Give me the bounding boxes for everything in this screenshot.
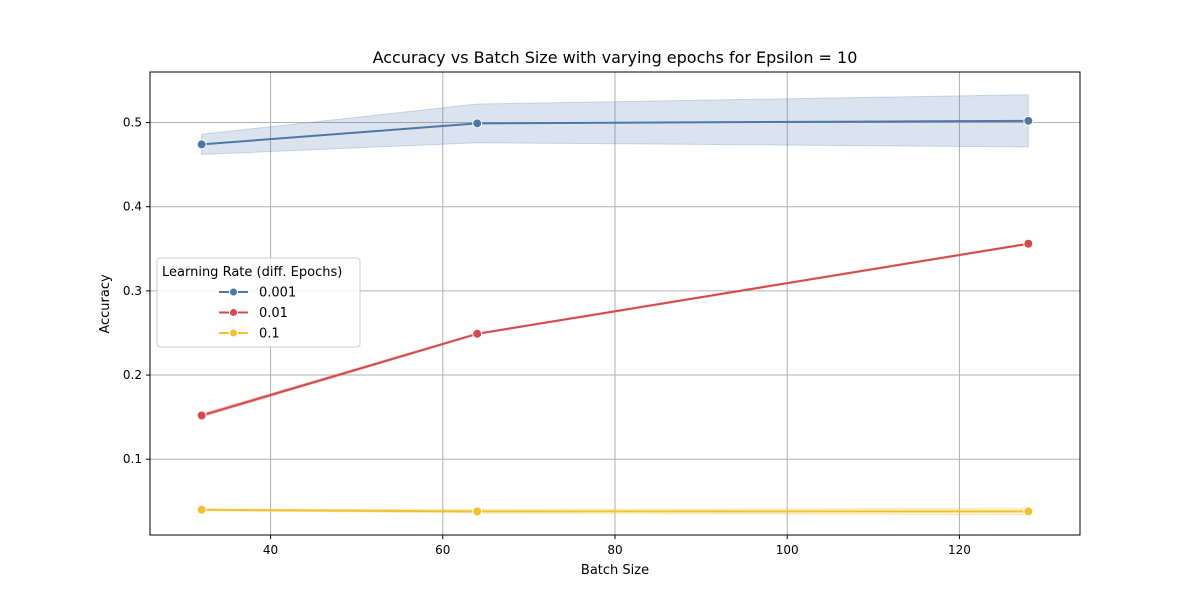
legend-marker-2 — [229, 328, 238, 338]
data-point — [472, 328, 483, 339]
legend-label-0: 0.001 — [259, 286, 296, 301]
data-point — [196, 504, 207, 515]
x-tick-label: 120 — [948, 543, 971, 557]
x-axis-ticks: 40 60 80 100 120 — [263, 535, 971, 557]
chart-title: Accuracy vs Batch Size with varying epoc… — [373, 48, 858, 67]
data-point — [472, 118, 483, 129]
y-tick-label: 0.3 — [123, 284, 142, 298]
data-point — [196, 410, 207, 421]
x-axis-label: Batch Size — [581, 563, 649, 578]
data-point — [1023, 506, 1034, 517]
x-tick-label: 80 — [607, 543, 622, 557]
x-tick-label: 40 — [263, 543, 278, 557]
legend-title: Learning Rate (diff. Epochs) — [162, 265, 342, 280]
y-axis-ticks: 0.1 0.2 0.3 0.4 0.5 — [123, 116, 150, 466]
y-tick-label: 0.4 — [123, 200, 142, 214]
x-tick-label: 100 — [776, 543, 799, 557]
legend-marker-0 — [229, 287, 238, 297]
data-point — [1023, 115, 1034, 126]
legend-box — [156, 257, 361, 348]
data-point — [472, 506, 483, 517]
legend-marker-1 — [229, 308, 238, 317]
band-series-0 — [201, 94, 1029, 156]
y-tick-label: 0.2 — [123, 368, 142, 382]
legend: Learning Rate (diff. Epochs) 0.001 0.01 0.1 — [156, 257, 361, 348]
series-lines — [196, 115, 1034, 517]
legend-label-2: 0.1 — [259, 327, 280, 342]
y-tick-label: 0.5 — [123, 116, 142, 130]
data-point — [196, 139, 207, 150]
y-tick-label: 0.1 — [123, 452, 142, 466]
data-point — [1023, 238, 1034, 249]
legend-label-1: 0.01 — [259, 306, 288, 321]
x-tick-label: 60 — [435, 543, 450, 557]
y-axis-label: Accuracy — [98, 274, 113, 334]
